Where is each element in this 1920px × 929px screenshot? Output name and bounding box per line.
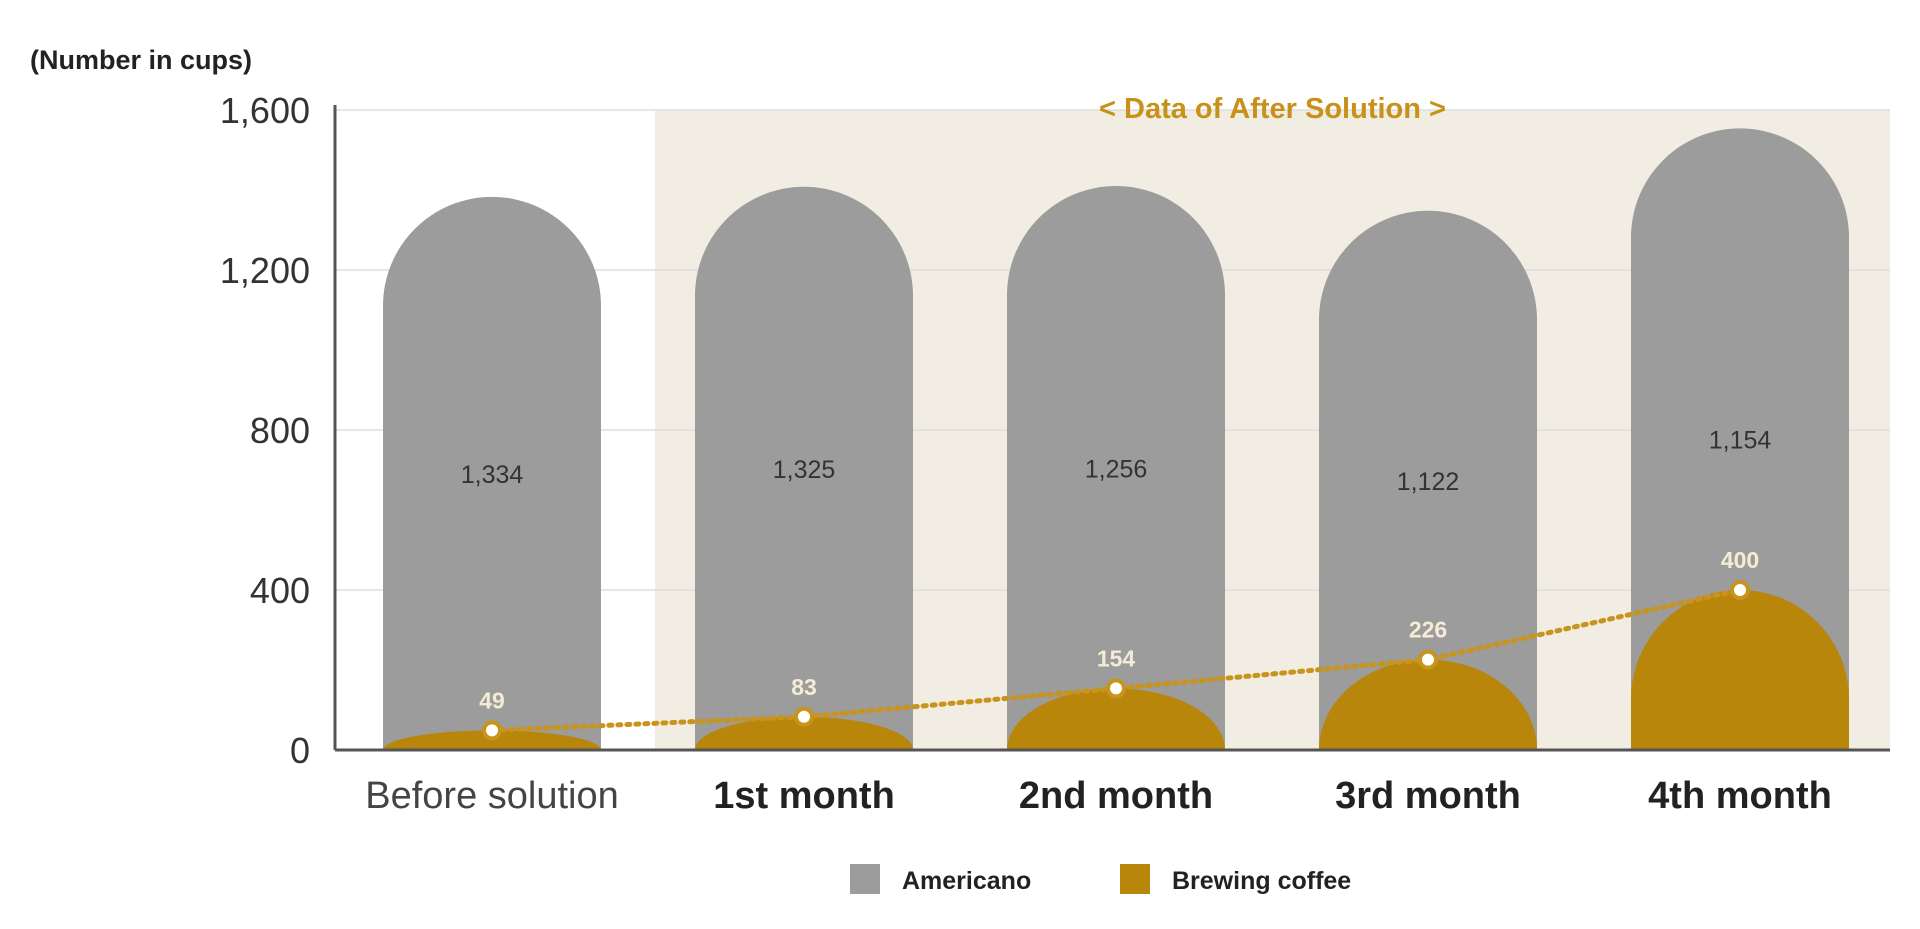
americano-value-label: 1,325 (773, 456, 836, 484)
trend-line-layer (482, 580, 1750, 741)
legend: Americano Brewing coffee (850, 864, 1351, 895)
y-tick-label: 400 (250, 570, 310, 611)
brewing-value-label: 83 (791, 674, 817, 700)
x-category-label: 3rd month (1335, 775, 1521, 817)
brewing-coffee-bar (1631, 590, 1849, 750)
trend-point (1418, 649, 1438, 670)
legend-label: Americano (902, 867, 1031, 895)
trend-point (1730, 580, 1750, 600)
brewing-coffee-bar (1319, 659, 1537, 750)
americano-bar (1631, 128, 1849, 750)
americano-bar (383, 196, 601, 750)
brewing-value-label: 226 (1409, 617, 1447, 643)
brewing-coffee-bar (1007, 688, 1225, 750)
trend-point (1106, 678, 1126, 699)
brewing-value-label: 400 (1721, 547, 1759, 573)
americano-value-label: 1,256 (1085, 456, 1148, 484)
trend-point (482, 720, 502, 741)
x-category-label: 2nd month (1019, 775, 1213, 817)
y-tick-label: 0 (290, 730, 310, 771)
brewing-value-label: 154 (1097, 645, 1136, 671)
brewing-coffee-bar (695, 716, 913, 750)
y-tick-label: 1,200 (220, 250, 310, 291)
americano-bar (1007, 186, 1225, 750)
unit-label: (Number in cups) (30, 45, 252, 75)
americano-value-label: 1,154 (1709, 427, 1772, 455)
region-title: < Data of After Solution > (1099, 93, 1446, 125)
brewing-value-label: 49 (479, 687, 505, 713)
americano-value-label: 1,334 (461, 461, 524, 489)
americano-bar (1319, 210, 1537, 750)
axes (333, 105, 1890, 752)
labels: (Number in cups) < Data of After Solutio… (30, 45, 1832, 817)
legend-label: Brewing coffee (1172, 867, 1351, 895)
legend-swatch (850, 864, 880, 894)
bars (383, 128, 1849, 750)
trend-point (794, 706, 814, 727)
y-tick-label: 1,600 (220, 90, 310, 131)
x-category-label: 4th month (1648, 775, 1832, 817)
legend-swatch (1120, 864, 1150, 894)
x-category-label: Before solution (365, 775, 619, 817)
x-category-label: 1st month (713, 775, 895, 817)
y-tick-label: 800 (250, 410, 310, 451)
americano-value-label: 1,122 (1397, 468, 1460, 496)
americano-bar (695, 186, 913, 750)
